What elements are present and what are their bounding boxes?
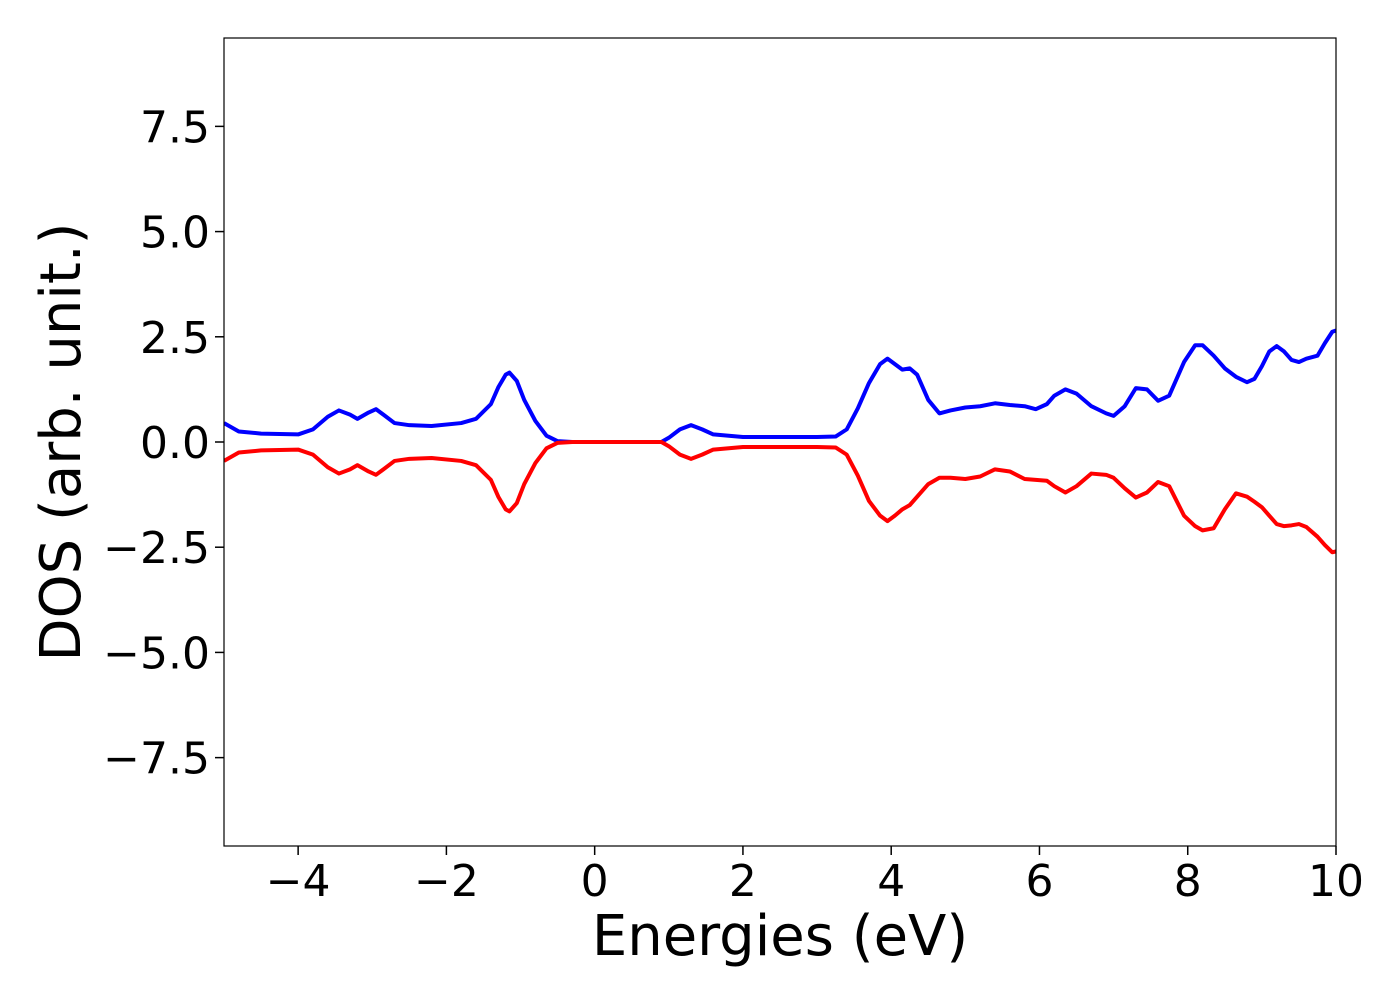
x-tick-label: 8 (1174, 856, 1202, 907)
y-tick-label: 5.0 (140, 208, 210, 259)
y-tick-label: 7.5 (140, 102, 210, 153)
x-axis-label: Energies (eV) (592, 904, 968, 969)
x-tick-label: 6 (1025, 856, 1053, 907)
plot-frame (223, 37, 1337, 847)
plot-area (224, 328, 1336, 555)
y-tick-label: −5.0 (103, 628, 210, 679)
y-tick-label: 2.5 (140, 313, 210, 364)
y-tick-label: 0.0 (140, 418, 210, 469)
y-axis-label: DOS (arb. unit.) (29, 222, 94, 661)
axis-ticks: −4 −2 0 2 4 6 8 10 7.5 5.0 2.5 0.0 −2.5 −5.0 −7.5 (103, 102, 1364, 907)
x-tick-label: −4 (266, 856, 331, 907)
x-tick-label: 2 (729, 856, 757, 907)
dos-series-line-2 (224, 440, 1336, 555)
x-tick-label: 10 (1308, 856, 1364, 907)
dos-series-line-1 (224, 328, 1336, 444)
x-tick-label: −2 (414, 856, 479, 907)
x-tick-label: 4 (877, 856, 905, 907)
y-tick-label: −2.5 (103, 523, 210, 574)
y-tick-label: −7.5 (103, 734, 210, 785)
x-tick-label: 0 (581, 856, 609, 907)
